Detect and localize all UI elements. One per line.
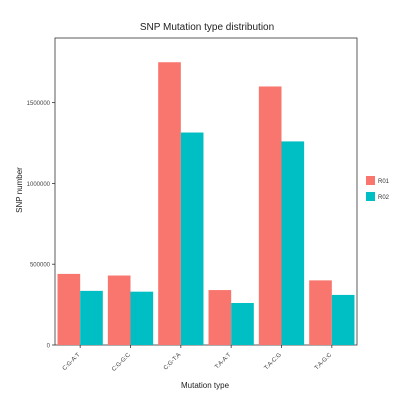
- plot-panel: [54, 37, 358, 346]
- bar-r01: [158, 62, 181, 345]
- legend-label-r02: R02: [378, 195, 390, 201]
- legend-label-r01: R01: [378, 179, 390, 185]
- x-tick-label: C:G-T:A: [163, 352, 182, 371]
- y-tick-label: 1000000: [27, 182, 51, 188]
- bar-r01: [258, 86, 282, 345]
- legend-swatch-r02: [366, 192, 375, 201]
- x-axis-label: Mutation type: [181, 381, 230, 390]
- bar-r02: [281, 141, 305, 345]
- chart-title: SNP Mutation type distribution: [140, 22, 274, 33]
- x-axis: C:G-A:T C:G-G:C C:G-T:A T:A-A:T T:A-C:G T:A-G…: [62, 345, 334, 373]
- bar-r01: [309, 280, 332, 345]
- legend: R01 R02: [366, 176, 390, 201]
- y-tick-label: 0: [47, 344, 51, 350]
- x-tick-label: T:A-C:G: [264, 352, 284, 372]
- legend-swatch-r01: [366, 176, 375, 185]
- y-tick-label: 500000: [30, 263, 51, 269]
- x-tick-label: C:G-A:T: [62, 352, 82, 372]
- y-axis: 0 500000 1000000 1500000: [27, 101, 55, 350]
- bar-r02: [231, 302, 254, 345]
- bar-r01: [208, 290, 232, 345]
- x-tick-label: C:G-G:C: [111, 352, 132, 373]
- bar-r02: [331, 294, 355, 345]
- bar-r02: [180, 132, 204, 345]
- bars: [57, 62, 355, 345]
- x-tick-label: T:A-A:T: [214, 352, 233, 371]
- bar-r01: [57, 273, 81, 345]
- x-tick-label: T:A-G:C: [314, 352, 334, 372]
- bar-r02: [130, 291, 154, 345]
- y-axis-label: SNP number: [15, 167, 24, 213]
- bar-r02: [80, 290, 103, 345]
- bar-r01: [107, 275, 131, 345]
- plot-border: [54, 37, 358, 346]
- y-tick-label: 1500000: [27, 101, 51, 107]
